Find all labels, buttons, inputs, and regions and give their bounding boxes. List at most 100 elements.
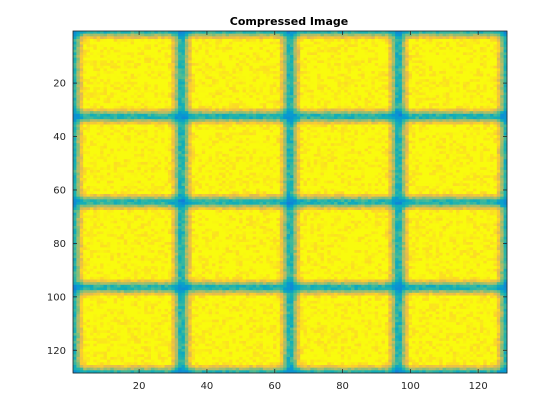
heatmap-cell bbox=[405, 71, 410, 75]
heatmap-cell bbox=[188, 63, 193, 67]
heatmap-cell bbox=[103, 97, 108, 101]
heatmap-cell bbox=[405, 116, 410, 120]
heatmap-cell bbox=[184, 129, 189, 133]
heatmap-cell bbox=[462, 63, 467, 67]
heatmap-cell bbox=[76, 113, 81, 117]
heatmap-cell bbox=[398, 41, 403, 45]
heatmap-cell bbox=[188, 132, 193, 136]
heatmap-cell bbox=[144, 33, 148, 37]
heatmap-cell bbox=[188, 44, 193, 48]
heatmap-cell bbox=[103, 33, 108, 37]
heatmap-cell bbox=[378, 31, 382, 35]
heatmap-cell bbox=[123, 52, 128, 56]
heatmap-cell bbox=[103, 132, 108, 136]
heatmap-cell bbox=[361, 92, 365, 96]
heatmap-cell bbox=[245, 55, 250, 59]
heatmap-cell bbox=[500, 60, 505, 64]
heatmap-cell bbox=[256, 60, 260, 64]
heatmap-cell bbox=[300, 111, 304, 115]
heatmap-cell bbox=[113, 129, 118, 133]
heatmap-cell bbox=[503, 76, 508, 80]
heatmap-cell bbox=[266, 84, 271, 88]
heatmap-cell bbox=[435, 36, 440, 40]
heatmap-cell bbox=[286, 124, 291, 128]
heatmap-cell bbox=[395, 81, 399, 85]
heatmap-cell bbox=[388, 113, 393, 117]
heatmap-cell bbox=[89, 52, 94, 56]
heatmap-cell bbox=[157, 119, 162, 123]
heatmap-cell bbox=[330, 73, 335, 77]
heatmap-cell bbox=[418, 71, 423, 75]
heatmap-cell bbox=[100, 108, 104, 112]
heatmap-cell bbox=[167, 41, 172, 45]
heatmap-cell bbox=[323, 49, 328, 53]
heatmap-cell bbox=[493, 124, 498, 128]
heatmap-cell bbox=[167, 113, 172, 117]
heatmap-cell bbox=[395, 71, 399, 75]
heatmap-cell bbox=[249, 103, 254, 107]
heatmap-cell bbox=[164, 103, 169, 107]
heatmap-cell bbox=[174, 47, 179, 51]
heatmap-cell bbox=[134, 76, 138, 80]
heatmap-cell bbox=[225, 65, 230, 69]
heatmap-cell bbox=[466, 81, 471, 85]
heatmap-cell bbox=[127, 111, 132, 115]
heatmap-cell bbox=[310, 100, 315, 104]
heatmap-cell bbox=[100, 124, 104, 128]
heatmap-cell bbox=[371, 84, 376, 88]
heatmap-cell bbox=[445, 39, 450, 43]
heatmap-cell bbox=[466, 89, 471, 93]
heatmap-cell bbox=[300, 113, 304, 117]
heatmap-cell bbox=[100, 65, 104, 69]
heatmap-cell bbox=[445, 132, 450, 136]
heatmap-cell bbox=[503, 84, 508, 88]
heatmap-cell bbox=[154, 81, 159, 85]
heatmap-cell bbox=[245, 65, 250, 69]
heatmap-cell bbox=[334, 119, 338, 123]
heatmap-cell bbox=[76, 119, 81, 123]
heatmap-cell bbox=[181, 55, 186, 59]
heatmap-cell bbox=[432, 76, 437, 80]
heatmap-cell bbox=[449, 31, 454, 35]
heatmap-cell bbox=[415, 33, 420, 37]
heatmap-cell bbox=[79, 39, 84, 43]
heatmap-cell bbox=[232, 132, 237, 136]
heatmap-cell bbox=[364, 92, 369, 96]
heatmap-cell bbox=[330, 68, 335, 72]
heatmap-cell bbox=[76, 76, 81, 80]
heatmap-cell bbox=[473, 57, 477, 61]
heatmap-cell bbox=[201, 92, 206, 96]
heatmap-cell bbox=[161, 119, 165, 123]
heatmap-cell bbox=[378, 103, 382, 107]
heatmap-cell bbox=[293, 84, 298, 88]
heatmap-cell bbox=[432, 124, 437, 128]
heatmap-cell bbox=[462, 116, 467, 120]
heatmap-cell bbox=[232, 68, 237, 72]
heatmap-cell bbox=[337, 71, 342, 75]
heatmap-cell bbox=[83, 60, 87, 64]
heatmap-cell bbox=[469, 68, 474, 72]
heatmap-cell bbox=[496, 127, 501, 131]
heatmap-cell bbox=[117, 108, 121, 112]
heatmap-cell bbox=[235, 65, 240, 69]
heatmap-cell bbox=[310, 31, 315, 35]
heatmap-cell bbox=[208, 116, 213, 120]
heatmap-cell bbox=[395, 132, 399, 136]
heatmap-cell bbox=[144, 49, 148, 53]
heatmap-cell bbox=[167, 79, 172, 83]
heatmap-cell bbox=[483, 31, 488, 35]
heatmap-cell bbox=[357, 60, 362, 64]
heatmap-cell bbox=[256, 95, 260, 99]
heatmap-cell bbox=[456, 52, 460, 56]
heatmap-cell bbox=[134, 111, 138, 115]
heatmap-cell bbox=[273, 55, 277, 59]
heatmap-cell bbox=[340, 113, 345, 117]
heatmap-cell bbox=[242, 116, 247, 120]
heatmap-cell bbox=[286, 103, 291, 107]
heatmap-cell bbox=[496, 129, 501, 133]
heatmap-cell bbox=[418, 63, 423, 67]
heatmap-cell bbox=[429, 65, 433, 69]
heatmap-cell bbox=[412, 92, 416, 96]
heatmap-cell bbox=[225, 113, 230, 117]
heatmap-cell bbox=[174, 97, 179, 101]
